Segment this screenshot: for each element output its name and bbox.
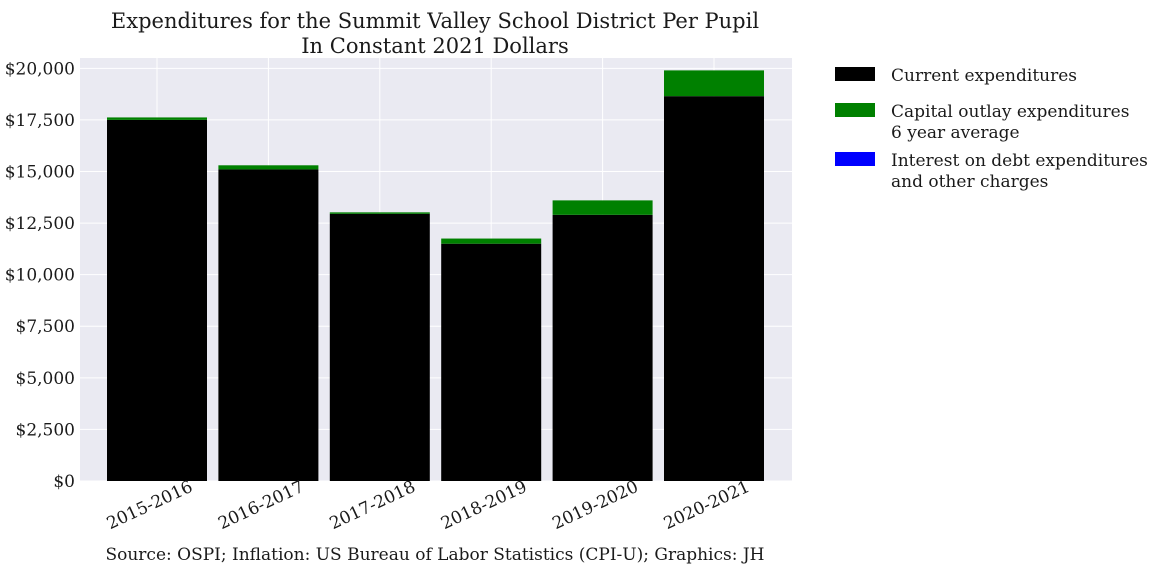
bar-segment-series-1 [218, 165, 319, 170]
bar-segment-series-0 [107, 119, 207, 481]
x-tick-label: 2015-2016 [104, 477, 196, 534]
y-tick-label: $12,500 [5, 214, 75, 234]
bar-segment-series-0 [664, 96, 764, 482]
y-tick-label: $15,000 [5, 162, 75, 182]
y-tick-label: $5,000 [16, 369, 75, 389]
bar-segment-series-1 [664, 70, 764, 97]
bar-segment-series-1 [329, 212, 430, 214]
legend-swatch [835, 152, 875, 166]
x-tick-label: 2019-2020 [549, 477, 641, 534]
bar-segment-series-1 [107, 117, 207, 120]
bar-segment-series-0 [552, 214, 653, 481]
x-tick-label: 2018-2019 [438, 477, 530, 534]
chart-title: Expenditures for the Summit Valley Schoo… [111, 9, 759, 33]
legend-label: Current expenditures [891, 66, 1077, 86]
y-tick-label: $2,500 [16, 420, 75, 440]
legend: Current expenditures Capital outlay expen… [835, 66, 1148, 192]
legend-swatch [835, 67, 875, 81]
x-tick-label: 2016-2017 [215, 477, 307, 534]
bar-segment-series-0 [441, 243, 542, 481]
x-axis: 2015-2016 2016-2017 2017-2018 2018-2019 2019… [104, 477, 753, 534]
bar-segment-series-1 [441, 238, 542, 244]
y-tick-label: $17,500 [5, 111, 75, 131]
legend-label: Capital outlay expenditures 6 year averag… [891, 102, 1129, 143]
bar-segment-series-0 [218, 169, 319, 482]
bars [107, 70, 764, 482]
y-axis: $0 $2,500 $5,000 $7,500 $10,000 $12,500 $15,00… [5, 59, 75, 492]
y-tick-label: $7,500 [16, 317, 75, 337]
x-tick-label: 2017-2018 [327, 477, 419, 534]
y-tick-label: $20,000 [5, 59, 75, 79]
bar-segment-series-1 [552, 200, 653, 215]
legend-swatch [835, 103, 875, 117]
bar-segment-series-0 [329, 213, 430, 481]
y-tick-label: $0 [53, 472, 75, 492]
y-tick-label: $10,000 [5, 266, 75, 286]
x-tick-label: 2020-2021 [661, 477, 753, 534]
legend-label: Interest on debt expenditures and other c… [891, 151, 1148, 192]
source-note: Source: OSPI; Inflation: US Bureau of La… [105, 545, 764, 565]
chart-subtitle: In Constant 2021 Dollars [301, 34, 568, 58]
